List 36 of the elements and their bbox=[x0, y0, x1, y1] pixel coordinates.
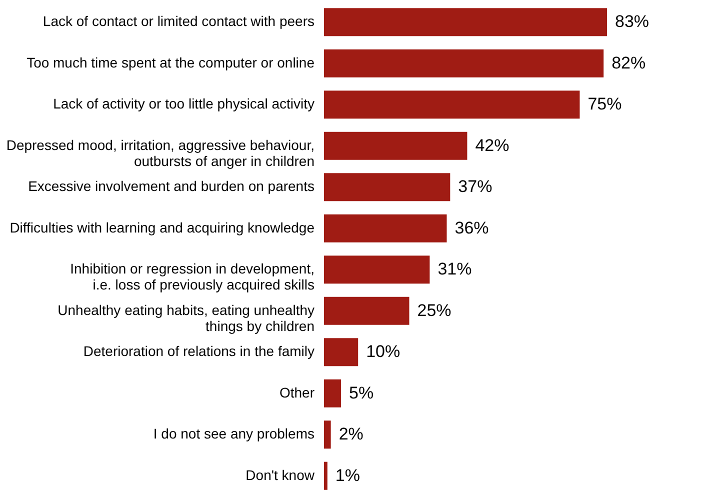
data-label: 1% bbox=[335, 466, 360, 485]
y-tick-label: Other bbox=[279, 384, 315, 400]
bar bbox=[324, 8, 607, 36]
data-label: 25% bbox=[417, 300, 452, 320]
y-tick-label: Inhibition or regression in development, i.e. loss of previously acquired skills bbox=[70, 260, 314, 293]
data-label: 10% bbox=[366, 342, 400, 362]
bar bbox=[324, 132, 468, 160]
y-tick-label: Depressed mood, irritation, aggressive behaviour, outbursts of anger in children bbox=[6, 136, 314, 169]
y-tick-label: Excessive involvement and burden on parents bbox=[28, 178, 314, 194]
y-tick-label: Unhealthy eating habits, eating unhealthy things by children bbox=[58, 302, 314, 334]
y-tick-label: Don't know bbox=[246, 466, 316, 483]
y-tick-label: Lack of contact or limited contact with peers bbox=[42, 13, 314, 30]
y-tick-label: Deterioration of relations in the family bbox=[83, 343, 314, 360]
data-label: 75% bbox=[588, 94, 622, 114]
data-label: 83% bbox=[615, 12, 650, 32]
data-label: 2% bbox=[338, 424, 364, 444]
y-tick-label: I do not see any problems bbox=[153, 426, 314, 442]
bar bbox=[324, 420, 331, 449]
bar bbox=[324, 338, 358, 366]
data-label: 82% bbox=[612, 53, 646, 72]
y-tick-label: Difficulties with learning and acquiring knowledge bbox=[10, 219, 315, 236]
data-label: 36% bbox=[454, 218, 489, 238]
y-tick-label: Lack of activity or too little physical activity bbox=[53, 96, 314, 112]
data-label: 42% bbox=[475, 136, 510, 155]
bar bbox=[324, 49, 604, 78]
bar bbox=[324, 90, 580, 119]
bar bbox=[324, 173, 450, 202]
data-label: 5% bbox=[349, 383, 374, 402]
bar bbox=[324, 379, 342, 408]
bar bbox=[324, 214, 447, 242]
bar bbox=[324, 256, 430, 284]
y-tick-label: Too much time spent at the computer or online bbox=[26, 54, 315, 70]
bar bbox=[324, 296, 410, 325]
data-label: 31% bbox=[438, 260, 472, 279]
data-label: 37% bbox=[458, 177, 492, 196]
bar bbox=[324, 462, 328, 490]
